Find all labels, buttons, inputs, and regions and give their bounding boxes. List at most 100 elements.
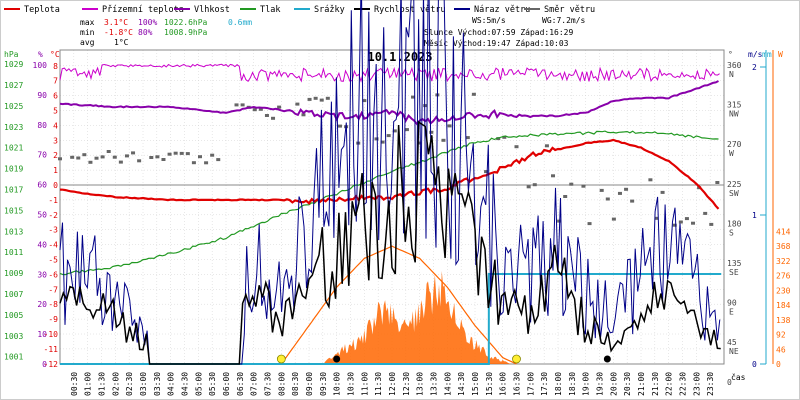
temperature-tick-label: 8 bbox=[53, 62, 58, 71]
axis-title-rain: mm bbox=[762, 50, 772, 59]
stats-max-humidity: 100% bbox=[138, 18, 157, 27]
stats-wind-gust: WG:7.2m/s bbox=[542, 16, 586, 25]
axis-title-temperature: °C bbox=[50, 50, 60, 59]
temperature-tick-label: 5 bbox=[53, 107, 58, 116]
direction-tick-label: 225 bbox=[727, 180, 742, 189]
temperature-tick-label: -10 bbox=[44, 330, 59, 339]
pressure-tick-label: 1019 bbox=[4, 165, 23, 174]
wind-direction-mark bbox=[380, 140, 385, 144]
stats-min-label: min bbox=[80, 28, 95, 37]
x-tick-label: 04:00 bbox=[167, 372, 176, 396]
legend-label-rain: Srážky bbox=[314, 5, 345, 15]
wind-direction-mark bbox=[124, 154, 129, 158]
wind-direction-mark bbox=[581, 184, 586, 188]
stats-block: max 3.1°C 100% 1022.6hPa 0.6mm min -1.8°… bbox=[80, 16, 586, 48]
wind-direction-mark bbox=[411, 95, 416, 99]
wind-direction-mark bbox=[94, 156, 99, 160]
x-tick-label: 14:00 bbox=[443, 372, 452, 396]
wind-direction-mark bbox=[58, 157, 62, 161]
wind-direction-mark bbox=[514, 145, 519, 149]
wind-direction-mark bbox=[526, 185, 531, 189]
legend-label-gust: Náraz větru bbox=[474, 5, 530, 15]
pressure-tick-label: 1005 bbox=[4, 311, 23, 320]
humidity-tick-label: 50 bbox=[37, 211, 47, 220]
stats-max-label: max bbox=[80, 18, 95, 27]
pressure-tick-label: 1029 bbox=[4, 60, 23, 69]
wind-direction-mark bbox=[277, 105, 282, 109]
x-tick-label: 16:00 bbox=[499, 372, 508, 396]
wind-direction-mark bbox=[362, 99, 367, 103]
legend-label-temp: Teplota bbox=[24, 5, 60, 15]
humidity-tick-label: 70 bbox=[37, 151, 47, 160]
pressure-tick-label: 1017 bbox=[4, 185, 23, 194]
wind-direction-mark bbox=[392, 129, 397, 133]
x-tick-label: 20:00 bbox=[609, 372, 618, 396]
x-tick-label: 03:30 bbox=[153, 372, 162, 396]
wind-direction-mark bbox=[648, 178, 653, 182]
pressure-tick-label: 1021 bbox=[4, 144, 23, 153]
axis-titles: hPa % °C ° m/s mm W čas bbox=[4, 50, 783, 382]
wind-direction-mark bbox=[484, 170, 489, 174]
wind-tick-label: 1 bbox=[752, 211, 757, 220]
stats-moon: Měsíc Východ:19:47 Západ:10:03 bbox=[424, 39, 569, 48]
x-tick-label: 03:00 bbox=[139, 372, 148, 396]
wind-direction-mark bbox=[654, 216, 659, 220]
wind-direction-mark bbox=[191, 161, 196, 165]
stats-min-temp: -1.8°C bbox=[104, 28, 133, 37]
temperature-tick-label: -9 bbox=[48, 315, 58, 324]
solar-tick-label: 138 bbox=[776, 316, 791, 325]
wind-direction-mark bbox=[605, 197, 610, 201]
x-tick-label: 11:00 bbox=[360, 372, 369, 396]
stats-avg-label: avg bbox=[80, 38, 95, 47]
wind-direction-mark bbox=[423, 104, 428, 108]
stats-max-temp: 3.1°C bbox=[104, 18, 128, 27]
temperature-tick-label: 7 bbox=[53, 77, 58, 86]
x-tick-label: 17:00 bbox=[526, 372, 535, 396]
x-tick-label: 05:30 bbox=[208, 372, 217, 396]
wind-direction-mark bbox=[404, 128, 409, 132]
wind-direction-mark bbox=[496, 137, 501, 141]
wind-direction-mark bbox=[386, 134, 391, 138]
wind-direction-mark bbox=[204, 161, 209, 165]
x-tick-label: 06:00 bbox=[222, 372, 231, 396]
humidity-tick-label: 90 bbox=[37, 91, 47, 100]
temperature-series-line bbox=[59, 138, 720, 210]
wind-direction-mark bbox=[557, 219, 562, 223]
wind-direction-mark bbox=[599, 188, 604, 192]
direction-tick-label: 270 bbox=[727, 140, 742, 149]
axis-title-direction: ° bbox=[728, 50, 733, 59]
wind-direction-mark bbox=[563, 195, 568, 198]
axis-title-solar: W bbox=[778, 50, 783, 59]
compass-tick-label: E bbox=[729, 308, 734, 317]
x-tick-label: 10:30 bbox=[347, 372, 356, 396]
pressure-tick-label: 1023 bbox=[4, 123, 23, 132]
wind-tick-label: 2 bbox=[752, 63, 757, 72]
x-tick-label: 06:30 bbox=[236, 372, 245, 396]
temperature-tick-label: 4 bbox=[53, 121, 58, 130]
x-tick-label: 12:00 bbox=[388, 372, 397, 396]
wind-direction-mark bbox=[337, 124, 342, 128]
wind-direction-mark bbox=[161, 158, 166, 161]
direction-tick-label: 45 bbox=[727, 338, 737, 347]
wind-direction-mark bbox=[167, 152, 172, 156]
stats-avg-temp: 1°C bbox=[114, 38, 129, 47]
wind-direction-mark bbox=[173, 151, 178, 155]
wind-direction-mark bbox=[271, 116, 276, 120]
temperature-tick-label: -1 bbox=[48, 196, 58, 205]
x-tick-label: 23:00 bbox=[692, 372, 701, 396]
compass-tick-label: NE bbox=[729, 347, 739, 356]
wind-direction-mark bbox=[502, 135, 507, 139]
feels-like-series-line bbox=[59, 63, 720, 83]
wind-direction-mark bbox=[611, 217, 616, 221]
temperature-tick-label: 1 bbox=[53, 166, 58, 175]
sun-marker bbox=[276, 354, 286, 364]
wind-direction-mark bbox=[447, 124, 452, 128]
compass-tick-label: NW bbox=[729, 110, 739, 119]
stats-min-humidity: 80% bbox=[138, 28, 153, 37]
x-tick-label: 10:00 bbox=[333, 372, 342, 396]
sun-marker bbox=[512, 354, 521, 364]
x-tick-label: 05:00 bbox=[194, 372, 203, 396]
pressure-tick-label: 1025 bbox=[4, 102, 23, 111]
wind-direction-mark bbox=[155, 155, 160, 159]
wind-direction-mark bbox=[100, 155, 105, 159]
